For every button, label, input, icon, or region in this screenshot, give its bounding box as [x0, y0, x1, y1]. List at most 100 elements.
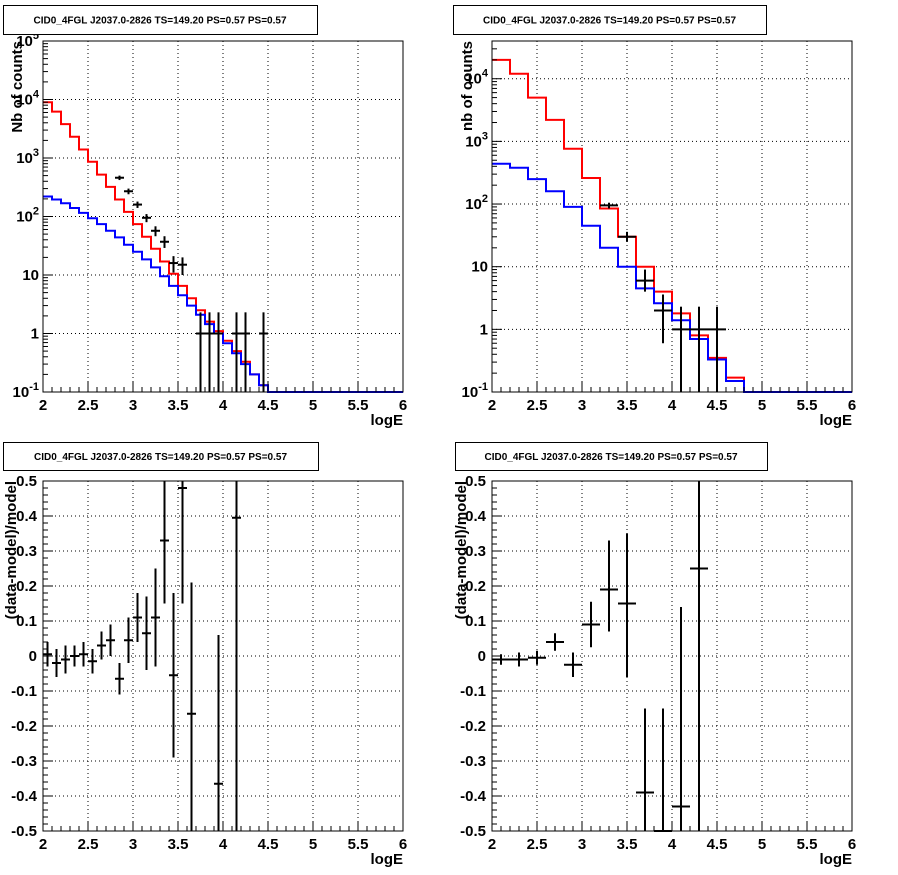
- data-point: [52, 649, 61, 677]
- panel-4: 2 2.5 3 3.5 4 4.5 5 5.5 6 -0.5 -0.4 -0.3 -0.2 -0.1 0 0.…: [453, 442, 856, 868]
- x-tick-label: 4: [219, 397, 228, 414]
- panel-3: 2 2.5 3 3.5 4 4.5 5 5.5 6 -0.5 -0.4 -0.3 -0.2 -0.1 0 0.…: [3, 442, 407, 868]
- x-tick-label: 3: [129, 397, 137, 414]
- title-box: [3, 5, 318, 35]
- y-tick-label: 0.4: [465, 508, 487, 525]
- grid: [492, 41, 852, 392]
- x-tick-label: 5: [309, 397, 317, 414]
- x-tick-label: 4: [668, 397, 677, 414]
- y-axis: 10-1 1 10 102 103 104: [462, 40, 502, 401]
- y-tick-label: 102: [16, 206, 39, 226]
- x-tick-label: 5.5: [797, 397, 818, 414]
- y-tick-label: 0.3: [465, 543, 486, 560]
- y-tick-label: 10: [22, 267, 39, 284]
- data-point: [241, 312, 250, 392]
- data-point: [169, 256, 178, 273]
- data-point: [618, 231, 636, 242]
- y-tick-label: -0.5: [11, 823, 37, 840]
- y-tick-label: 103: [465, 130, 488, 150]
- x-tick-label: 3: [578, 836, 586, 853]
- data-point: [672, 607, 690, 831]
- x-tick-label: 5: [758, 836, 766, 853]
- data-points: [115, 175, 268, 392]
- y-tick-label: 102: [465, 193, 488, 213]
- y-tick-label: 104: [465, 68, 489, 88]
- data-point: [636, 269, 654, 292]
- y-tick-label: 105: [16, 30, 39, 50]
- x-tick-label: 6: [399, 836, 407, 853]
- data-point: [528, 650, 546, 665]
- data-point: [510, 652, 528, 667]
- data-point: [61, 645, 70, 674]
- y-tick-label: 0.5: [16, 473, 37, 490]
- y-axis: 10-1 1 10 102 103 104 105: [13, 30, 53, 401]
- y-tick-label: 0.1: [465, 613, 486, 630]
- y-axis: -0.5 -0.4 -0.3 -0.2 -0.1 0 0.1 0.2 0.3 0.4 0.5: [11, 473, 53, 840]
- y-tick-label: 1: [31, 326, 39, 343]
- data-point: [178, 257, 187, 275]
- data-point: [133, 201, 142, 208]
- data-point: [690, 481, 708, 831]
- data-point: [133, 593, 142, 642]
- x-tick-label: 4.5: [707, 836, 728, 853]
- title-box: [455, 442, 768, 471]
- y-tick-label: 10-1: [13, 381, 39, 401]
- y-tick-label: 10: [471, 259, 488, 276]
- title-box: [3, 442, 319, 471]
- y-tick-label: 103: [16, 147, 39, 167]
- grid: [43, 481, 403, 831]
- data-point: [654, 708, 672, 832]
- data-point: [259, 312, 268, 392]
- x-tick-label: 4.5: [707, 397, 728, 414]
- y-tick-label: -0.1: [460, 683, 486, 700]
- data-point: [43, 642, 52, 667]
- x-axis-title: logE: [820, 851, 853, 868]
- data-point: [115, 175, 124, 181]
- x-tick-label: 3: [129, 836, 137, 853]
- y-tick-label: 0.1: [16, 613, 37, 630]
- y-tick-label: 0.2: [465, 578, 486, 595]
- x-tick-label: 3.5: [617, 397, 638, 414]
- x-tick-label: 6: [399, 397, 407, 414]
- data-point: [690, 306, 708, 392]
- data-point: [115, 663, 124, 695]
- data-point: [160, 236, 169, 248]
- x-tick-label: 3.5: [168, 397, 189, 414]
- y-tick-label: 0: [478, 648, 486, 665]
- chart-title: CID0_4FGL J2037.0-2826 TS=149.20 PS=0.57…: [34, 452, 287, 463]
- x-tick-label: 2.5: [527, 397, 548, 414]
- x-axis-title: logE: [371, 851, 404, 868]
- y-tick-label: -0.2: [460, 718, 486, 735]
- x-tick-label: 3: [578, 397, 586, 414]
- x-tick-label: 4: [219, 836, 228, 853]
- data-point: [205, 312, 214, 392]
- y-tick-label: -0.2: [11, 718, 37, 735]
- data-point: [672, 306, 690, 392]
- data-point: [636, 708, 654, 831]
- data-points: [600, 202, 726, 392]
- data-points: [492, 481, 708, 832]
- data-point: [142, 596, 151, 670]
- data-point: [97, 631, 106, 660]
- y-tick-label: -0.4: [11, 788, 38, 805]
- y-axis-title: nb of counts: [459, 41, 476, 131]
- x-axis: 2 2.5 3 3.5 4 4.5 5 5.5 6: [488, 821, 856, 853]
- data-point: [169, 593, 178, 758]
- y-tick-label: 104: [16, 89, 40, 109]
- x-tick-label: 5.5: [348, 836, 369, 853]
- data-points: [43, 481, 241, 831]
- x-tick-label: 6: [848, 397, 856, 414]
- data-point: [70, 645, 79, 667]
- data-point: [160, 481, 169, 604]
- y-tick-label: 0.2: [16, 578, 37, 595]
- data-point: [79, 642, 88, 667]
- x-axis: 2 2.5 3 3.5 4 4.5 5 5.5 6: [39, 382, 407, 414]
- y-tick-label: 1: [480, 321, 488, 338]
- y-axis-title: (data-model)/model: [453, 481, 470, 619]
- x-tick-label: 2: [39, 836, 47, 853]
- x-tick-label: 3.5: [617, 836, 638, 853]
- x-tick-label: 2: [39, 397, 47, 414]
- panel-2: 2 2.5 3 3.5 4 4.5 5 5.5 6 10-1 1 10 102 103 104 logE nb …: [453, 5, 856, 429]
- title-box: [453, 5, 767, 35]
